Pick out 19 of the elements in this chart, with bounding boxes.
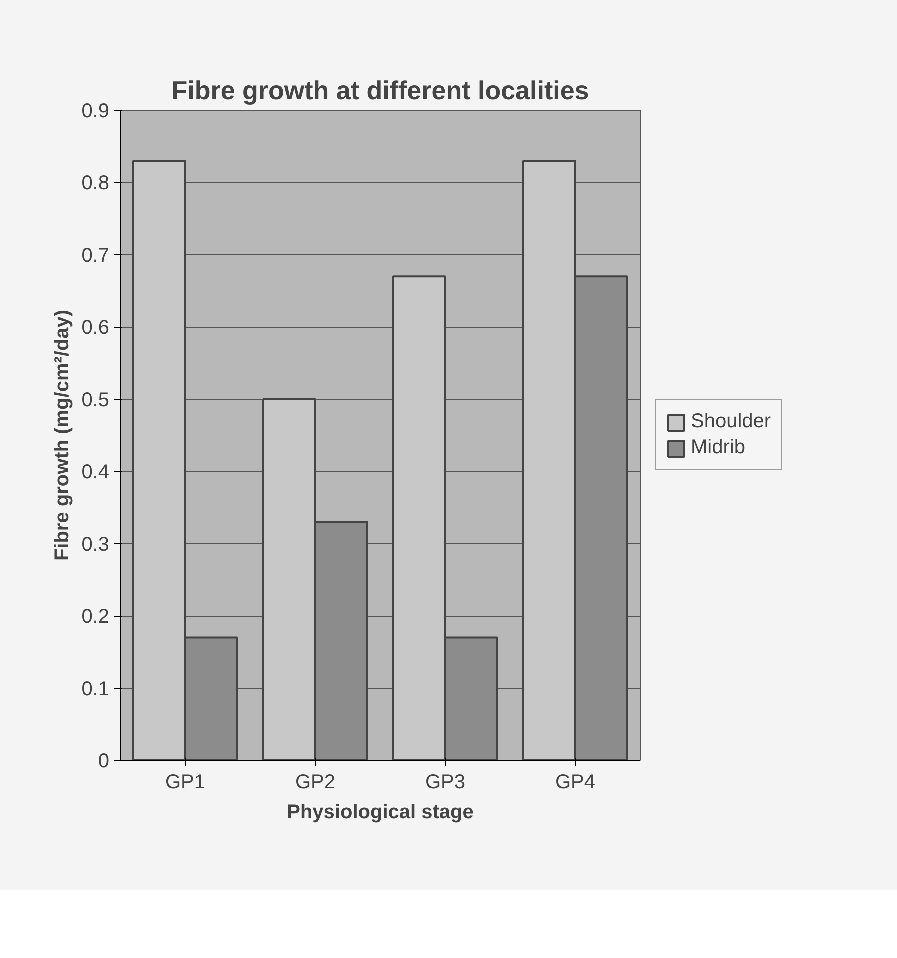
x-tick-label: GP4 bbox=[555, 772, 596, 794]
y-tick-label: 0 bbox=[98, 750, 110, 772]
y-tick-label: 0.9 bbox=[82, 100, 110, 122]
y-tick-label: 0.4 bbox=[82, 462, 110, 484]
y-tick-label: 0.6 bbox=[82, 317, 110, 340]
legend-label: Midrib bbox=[691, 436, 746, 460]
y-tick-label: 0.1 bbox=[82, 678, 110, 700]
y-tick-label: 0.7 bbox=[82, 244, 110, 267]
y-tick-label: 0.2 bbox=[82, 606, 110, 628]
x-tick-label: GP2 bbox=[295, 772, 336, 794]
y-axis-title: Fibre growth (mg/cm²/day) bbox=[52, 310, 74, 562]
x-tick-label: GP3 bbox=[425, 772, 466, 794]
y-tick-label: 0.8 bbox=[82, 172, 110, 195]
y-tick-label: 0.5 bbox=[82, 389, 110, 412]
legend-label: Shoulder bbox=[691, 410, 772, 434]
x-tick-label: GP1 bbox=[165, 772, 206, 794]
x-axis-title: Physiological stage bbox=[287, 802, 474, 824]
y-tick-label: 0.3 bbox=[82, 534, 110, 556]
chart-title: Fibre growth at different localities bbox=[172, 76, 590, 106]
